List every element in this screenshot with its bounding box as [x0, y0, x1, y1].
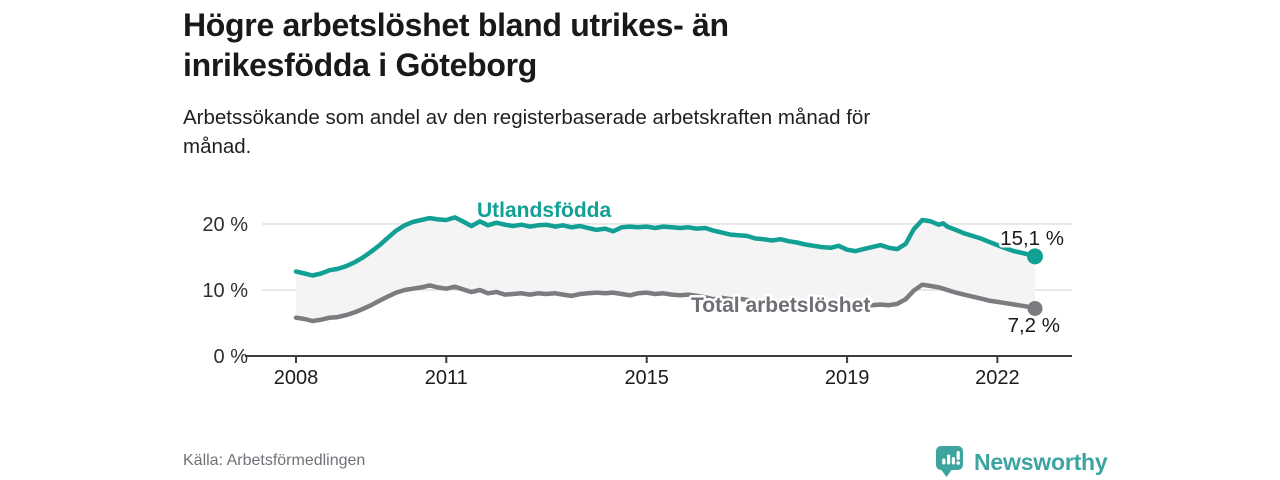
chart-subtitle: Arbetssökande som andel av den registerb…	[183, 103, 870, 161]
newsworthy-speech-bubble-bar-chart-icon	[936, 446, 963, 477]
source-caption: Källa: Arbetsförmedlingen	[183, 452, 366, 469]
series-label-total-arbetsloshet: Total arbetslöshet	[691, 294, 870, 317]
series-label-utlandsfodda: Utlandsfödda	[477, 199, 611, 222]
end-value-label-utlandsfodda: 15,1 %	[1000, 227, 1064, 250]
x-tick-label-2008: 2008	[274, 367, 319, 389]
subtitle-line-1: Arbetssökande som andel av den registerb…	[183, 106, 871, 129]
series-line-1	[293, 282, 1038, 324]
end-dot-0	[1026, 248, 1043, 265]
y-tick-label-20: 20 %	[202, 214, 248, 236]
subtitle-line-2: månad.	[183, 135, 252, 158]
x-tick-label-2022: 2022	[975, 367, 1020, 389]
band-between-series	[296, 217, 1035, 321]
y-tick-label-10: 10 %	[202, 280, 248, 302]
end-value-label-total: 7,2 %	[1008, 314, 1060, 337]
end-dot-1	[1027, 300, 1043, 316]
x-tick-label-2015: 2015	[624, 367, 669, 389]
newsworthy-logo: Newsworthy	[936, 445, 1108, 479]
series-line-0	[293, 215, 1038, 278]
title-line-2: inrikesfödda i Göteborg	[183, 47, 538, 83]
x-tick-label-2011: 2011	[425, 367, 468, 389]
title-line-1: Högre arbetslöshet bland utrikes- än	[183, 7, 729, 43]
brand-name: Newsworthy	[974, 448, 1108, 475]
page-title: Högre arbetslöshet bland utrikes- än inr…	[183, 5, 729, 85]
x-tick-label-2019: 2019	[825, 367, 870, 389]
y-tick-label-0: 0 %	[214, 346, 249, 368]
